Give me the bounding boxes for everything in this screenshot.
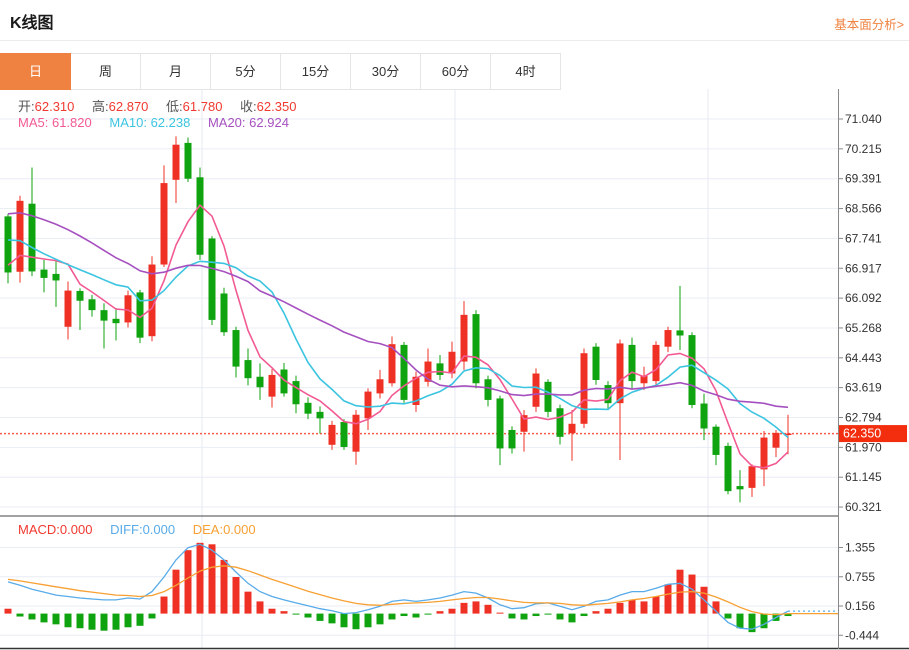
svg-text:66.917: 66.917 <box>845 261 882 275</box>
close-value: 62.350 <box>256 99 297 114</box>
svg-text:68.566: 68.566 <box>845 202 882 216</box>
diff-label: DIFF: <box>110 522 143 537</box>
ma20-line <box>7 211 789 409</box>
svg-text:61.145: 61.145 <box>845 470 882 484</box>
svg-text:1.355: 1.355 <box>845 540 875 554</box>
ma10-label: MA10: <box>109 115 147 130</box>
macd-value: 0.000 <box>59 522 93 537</box>
svg-text:-0.444: -0.444 <box>845 628 879 642</box>
dea-label: DEA: <box>192 522 224 537</box>
price-axis-labels: 71.040 70.215 69.391 68.566 67.741 66.917 66.0… <box>838 112 882 514</box>
kline-chart-svg[interactable]: 71.040 70.215 69.391 68.566 67.741 66.917 66.0… <box>0 89 909 650</box>
ma-legend: MA5: 61.820 MA10: 62.238 MA20: 62.924 <box>18 115 303 130</box>
gridlines <box>0 89 838 648</box>
svg-text:64.443: 64.443 <box>845 351 882 365</box>
diff-line <box>7 543 789 630</box>
svg-text:71.040: 71.040 <box>845 112 882 126</box>
close-label: 收: <box>240 99 257 114</box>
svg-text:0.755: 0.755 <box>845 570 875 584</box>
ma5-line <box>7 204 789 469</box>
svg-text:0.156: 0.156 <box>845 599 875 613</box>
svg-text:62.350: 62.350 <box>843 427 881 441</box>
candles-layer <box>4 136 792 503</box>
dea-line <box>7 565 789 616</box>
svg-text:66.092: 66.092 <box>845 291 882 305</box>
low-label: 低: <box>166 99 183 114</box>
svg-text:65.268: 65.268 <box>845 321 882 335</box>
chart-area: 71.040 70.215 69.391 68.566 67.741 66.917 66.0… <box>0 89 909 650</box>
macd-histogram <box>4 542 792 633</box>
ma5-value: 61.820 <box>51 115 92 130</box>
tab-30分[interactable]: 30分 <box>351 53 421 90</box>
tab-60分[interactable]: 60分 <box>421 53 491 90</box>
page-header: K线图 基本面分析> <box>0 0 909 41</box>
svg-text:61.970: 61.970 <box>845 440 882 454</box>
ohlc-legend: 开:62.310 高:62.870 低:61.780 收:62.350 <box>18 96 310 115</box>
svg-text:62.794: 62.794 <box>845 411 882 425</box>
tab-日[interactable]: 日 <box>0 53 71 90</box>
low-value: 61.780 <box>182 99 223 114</box>
svg-text:69.391: 69.391 <box>845 172 882 186</box>
macd-label: MACD: <box>18 522 60 537</box>
macd-axis-labels: 1.355 0.755 0.156 -0.444 <box>838 540 879 642</box>
svg-text:60.321: 60.321 <box>845 500 882 514</box>
high-value: 62.870 <box>108 99 149 114</box>
fundamental-analysis-link[interactable]: 基本面分析> <box>834 18 904 32</box>
svg-text:63.619: 63.619 <box>845 381 882 395</box>
page-title: K线图 <box>10 15 54 32</box>
dea-value: 0.000 <box>223 522 256 537</box>
ma20-value: 62.924 <box>249 115 289 130</box>
ma10-value: 62.238 <box>150 115 191 130</box>
ma5-label: MA5: <box>18 115 49 130</box>
diff-value: 0.000 <box>142 522 176 537</box>
tab-月[interactable]: 月 <box>141 53 211 90</box>
svg-text:67.741: 67.741 <box>845 231 882 245</box>
macd-legend: MACD:0.000 DIFF:0.000 DEA:0.000 <box>18 522 270 537</box>
high-label: 高: <box>92 99 109 114</box>
period-tabbar: 日周月 5分 15分 30分 60分 4时 <box>0 53 561 90</box>
open-label: 开: <box>18 99 35 114</box>
open-value: 62.310 <box>34 99 75 114</box>
current-price-tag: 62.350 <box>839 425 907 443</box>
tab-15分[interactable]: 15分 <box>281 53 351 90</box>
tab-4时[interactable]: 4时 <box>491 53 561 90</box>
tab-5分[interactable]: 5分 <box>211 53 281 90</box>
ma20-label: MA20: <box>207 115 246 130</box>
svg-text:70.215: 70.215 <box>845 142 882 156</box>
tab-周[interactable]: 周 <box>71 53 141 90</box>
ma10-line <box>7 239 789 439</box>
